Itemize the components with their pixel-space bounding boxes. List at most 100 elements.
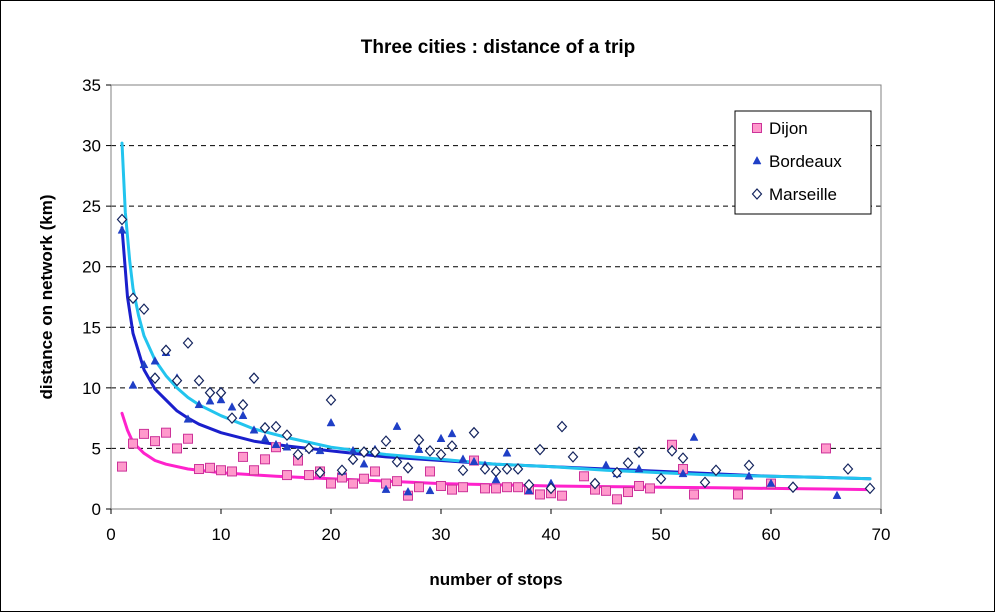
data-point-marseille bbox=[303, 442, 315, 455]
data-point-marseille bbox=[127, 292, 139, 305]
data-point-marseille bbox=[226, 412, 238, 425]
data-point-marseille bbox=[611, 466, 623, 479]
data-point-bordeaux bbox=[359, 459, 369, 468]
data-point-marseille bbox=[457, 464, 469, 477]
data-point-bordeaux bbox=[271, 439, 281, 449]
y-axis-label: distance on network (km) bbox=[37, 195, 56, 400]
data-point-bordeaux bbox=[260, 433, 270, 442]
x-tick-label: 40 bbox=[542, 525, 561, 544]
data-point-marseille bbox=[655, 472, 667, 485]
y-tick-label: 10 bbox=[82, 379, 101, 398]
data-point-dijon bbox=[326, 478, 336, 489]
data-point-bordeaux bbox=[249, 425, 259, 434]
data-point-marseille bbox=[787, 481, 799, 494]
series-marseille bbox=[116, 213, 876, 495]
data-point-dijon bbox=[612, 494, 622, 505]
data-point-dijon bbox=[733, 489, 743, 500]
y-tick-label: 5 bbox=[92, 439, 101, 458]
legend-marker-bordeaux bbox=[752, 155, 762, 165]
data-point-marseille bbox=[435, 448, 447, 461]
data-point-dijon bbox=[238, 451, 248, 462]
data-point-bordeaux bbox=[447, 428, 457, 438]
legend-label-dijon: Dijon bbox=[769, 119, 808, 138]
data-point-dijon bbox=[139, 428, 149, 439]
x-tick-label: 70 bbox=[872, 525, 891, 544]
x-tick-label: 30 bbox=[432, 525, 451, 544]
data-point-marseille bbox=[413, 434, 425, 446]
data-point-dijon bbox=[645, 483, 655, 494]
data-point-dijon bbox=[282, 470, 292, 481]
data-point-marseille bbox=[402, 461, 414, 474]
data-point-bordeaux bbox=[634, 463, 644, 473]
data-point-dijon bbox=[436, 480, 446, 491]
x-axis-label: number of stops bbox=[429, 570, 562, 589]
data-point-marseille bbox=[490, 465, 502, 478]
data-point-bordeaux bbox=[766, 478, 776, 487]
data-point-marseille bbox=[325, 394, 337, 406]
data-point-marseille bbox=[468, 426, 480, 439]
data-point-marseille bbox=[446, 440, 458, 452]
data-point-bordeaux bbox=[205, 396, 215, 405]
data-point-bordeaux bbox=[238, 410, 248, 419]
data-point-marseille bbox=[160, 344, 172, 357]
data-point-bordeaux bbox=[414, 444, 424, 453]
data-point-marseille bbox=[479, 463, 491, 475]
data-point-dijon bbox=[117, 461, 127, 472]
data-point-dijon bbox=[557, 490, 567, 501]
data-point-bordeaux bbox=[832, 490, 842, 499]
data-point-bordeaux bbox=[326, 417, 336, 427]
data-point-marseille bbox=[545, 482, 557, 495]
data-point-dijon bbox=[348, 478, 358, 489]
data-point-marseille bbox=[424, 444, 436, 457]
legend-label-bordeaux: Bordeaux bbox=[769, 152, 842, 171]
data-point-marseille bbox=[391, 455, 403, 468]
y-tick-label: 0 bbox=[92, 500, 101, 519]
data-point-bordeaux bbox=[194, 399, 204, 409]
data-point-marseille bbox=[666, 444, 678, 457]
data-point-bordeaux bbox=[689, 432, 699, 441]
data-point-marseille bbox=[116, 213, 128, 226]
data-point-marseille bbox=[292, 448, 304, 461]
data-point-dijon bbox=[601, 485, 611, 496]
data-point-dijon bbox=[821, 443, 831, 454]
x-axis: 0 10 20 30 40 50 60 70 bbox=[106, 509, 890, 544]
data-point-marseille bbox=[842, 463, 854, 475]
data-point-dijon bbox=[579, 471, 589, 482]
x-tick-label: 60 bbox=[762, 525, 781, 544]
data-point-bordeaux bbox=[458, 454, 468, 463]
data-point-bordeaux bbox=[216, 394, 226, 404]
data-point-marseille bbox=[710, 464, 722, 477]
data-point-dijon bbox=[227, 466, 237, 477]
data-point-dijon bbox=[161, 427, 171, 438]
x-tick-label: 50 bbox=[652, 525, 671, 544]
data-point-dijon bbox=[634, 480, 644, 491]
data-point-dijon bbox=[447, 484, 457, 495]
data-point-marseille bbox=[171, 374, 183, 387]
data-point-marseille bbox=[281, 429, 293, 441]
data-point-bordeaux bbox=[282, 442, 292, 451]
x-tick-label: 20 bbox=[322, 525, 341, 544]
data-point-marseille bbox=[699, 476, 711, 489]
data-point-dijon bbox=[392, 476, 402, 487]
chart-title: Three cities : distance of a trip bbox=[361, 37, 636, 58]
data-point-marseille bbox=[633, 446, 645, 458]
y-tick-label: 35 bbox=[82, 76, 101, 95]
data-point-marseille bbox=[743, 459, 755, 472]
data-point-marseille bbox=[369, 446, 381, 458]
data-point-marseille bbox=[215, 386, 227, 399]
y-tick-label: 30 bbox=[82, 137, 101, 156]
data-point-bordeaux bbox=[502, 448, 512, 457]
legend-marker-marseille bbox=[751, 188, 763, 200]
data-point-marseille bbox=[567, 451, 579, 463]
data-point-bordeaux bbox=[139, 359, 149, 369]
series-dijon bbox=[117, 427, 831, 505]
x-tick-label: 10 bbox=[212, 525, 231, 544]
data-point-dijon bbox=[150, 436, 160, 447]
data-point-dijon bbox=[502, 482, 512, 493]
y-tick-label: 15 bbox=[82, 318, 101, 337]
data-point-bordeaux bbox=[491, 474, 501, 484]
data-point-bordeaux bbox=[183, 414, 193, 423]
data-point-marseille bbox=[512, 463, 524, 475]
data-point-dijon bbox=[359, 473, 369, 484]
